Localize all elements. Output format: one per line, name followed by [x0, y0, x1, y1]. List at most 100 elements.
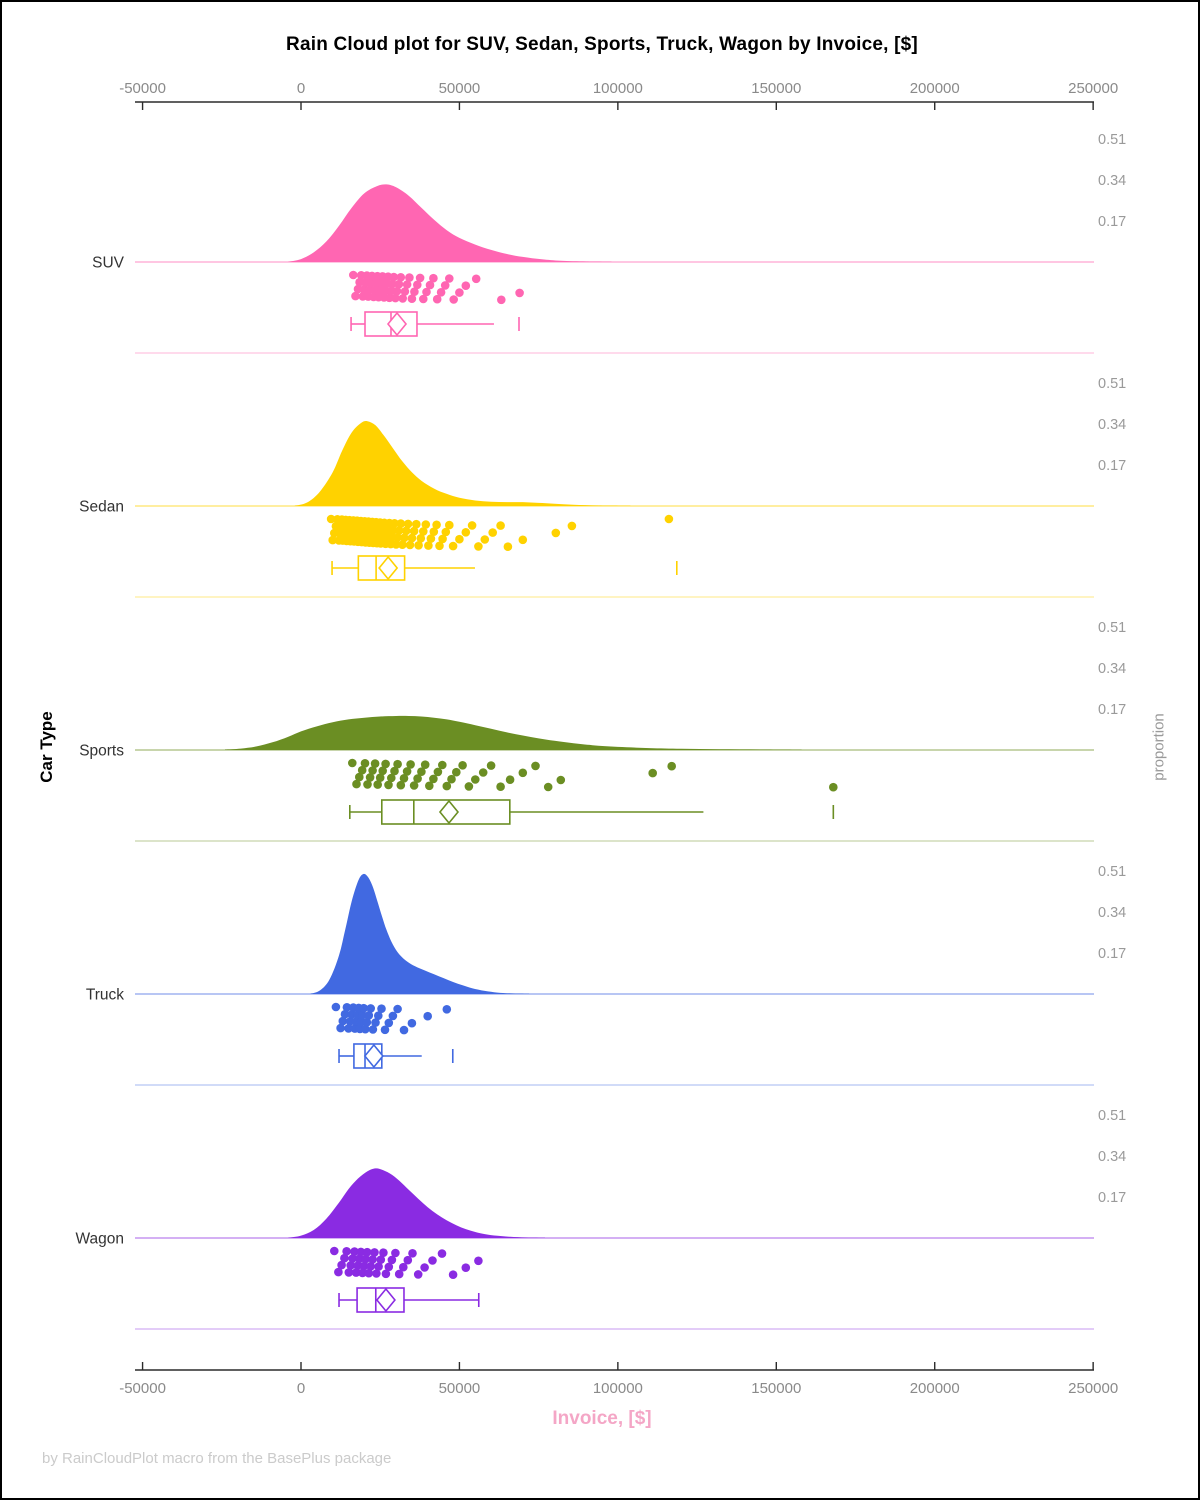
- x-tick-label: 250000: [1068, 1380, 1118, 1397]
- data-point: [394, 1269, 404, 1279]
- data-point: [340, 1253, 349, 1263]
- data-point: [342, 1247, 351, 1256]
- density-curve: [294, 421, 631, 506]
- data-point: [366, 1262, 376, 1271]
- proportion-tick-label: 0.34: [1098, 905, 1126, 921]
- data-point: [348, 1254, 357, 1263]
- data-point: [358, 1010, 367, 1020]
- data-point: [426, 534, 436, 543]
- data-point: [403, 519, 413, 529]
- data-point: [413, 774, 422, 783]
- data-point: [396, 780, 406, 790]
- density-curve: [288, 1168, 545, 1238]
- data-point: [376, 1255, 386, 1264]
- data-point: [442, 1005, 452, 1014]
- data-point: [350, 1247, 359, 1256]
- category-label: Sports: [79, 743, 124, 760]
- data-point: [503, 542, 513, 551]
- data-point: [412, 519, 421, 529]
- data-point: [406, 760, 415, 769]
- data-point: [424, 541, 433, 550]
- data-point: [429, 527, 439, 536]
- data-point: [362, 1247, 372, 1257]
- data-point: [543, 782, 553, 792]
- data-point: [399, 774, 409, 783]
- data-point: [355, 772, 364, 782]
- data-point: [425, 781, 434, 791]
- data-point: [330, 1246, 339, 1256]
- data-point: [422, 287, 431, 297]
- rain-points: [349, 270, 524, 305]
- panel-suv: SUV 0.51 0.34 0.17: [92, 132, 1126, 354]
- data-point: [391, 293, 400, 303]
- data-point: [346, 1261, 356, 1270]
- x-tick-label: 200000: [910, 80, 960, 97]
- data-point: [425, 280, 435, 290]
- y-axis-title: Car Type: [37, 711, 56, 783]
- data-point: [358, 1268, 367, 1278]
- data-point: [455, 288, 464, 297]
- density-curve: [288, 184, 612, 262]
- box-iqr: [356, 1287, 405, 1313]
- data-point: [331, 1002, 341, 1012]
- data-point: [505, 775, 515, 784]
- data-point: [336, 1023, 345, 1033]
- data-point: [384, 780, 393, 790]
- data-point: [359, 1261, 369, 1271]
- data-point: [368, 1025, 378, 1034]
- data-point: [371, 1018, 380, 1027]
- data-point: [518, 768, 528, 778]
- data-point: [452, 767, 461, 777]
- mean-diamond: [375, 1287, 396, 1313]
- data-point: [478, 768, 488, 777]
- data-point: [372, 1269, 381, 1278]
- data-point: [442, 781, 452, 791]
- data-point: [409, 781, 419, 790]
- data-point: [420, 760, 430, 769]
- right-axis-title: proportion: [1150, 713, 1168, 781]
- data-point: [357, 765, 367, 775]
- data-point: [379, 1248, 388, 1257]
- data-point: [445, 274, 454, 283]
- data-point: [447, 774, 456, 784]
- proportion-tick-label: 0.51: [1098, 132, 1126, 148]
- data-point: [464, 782, 474, 791]
- x-tick-label: -50000: [119, 1380, 166, 1397]
- proportion-tick-label: 0.17: [1098, 946, 1126, 962]
- data-point: [391, 540, 401, 549]
- x-tick-label: 50000: [439, 1380, 481, 1397]
- data-point: [518, 535, 528, 545]
- data-point: [415, 273, 425, 283]
- data-point: [351, 1268, 361, 1277]
- data-point: [413, 1270, 423, 1279]
- data-point: [388, 526, 398, 535]
- panel-sedan: Sedan 0.51 0.34 0.17: [79, 376, 1126, 598]
- data-point: [378, 766, 388, 776]
- data-point: [353, 1261, 363, 1270]
- density-curve: [310, 873, 530, 994]
- data-point: [340, 1009, 350, 1019]
- data-point: [398, 540, 407, 549]
- data-point: [461, 281, 471, 291]
- proportion-tick-label: 0.17: [1098, 214, 1126, 230]
- data-point: [342, 1003, 352, 1012]
- data-point: [328, 535, 338, 545]
- data-point: [344, 1268, 354, 1277]
- data-point: [667, 761, 676, 771]
- x-axis-bottom: -50000 0 50000 100000 150000 200000 250000: [119, 1362, 1118, 1397]
- data-point: [531, 761, 540, 771]
- data-point: [410, 287, 419, 297]
- data-point: [359, 1003, 369, 1013]
- box-plot: [331, 555, 678, 581]
- data-point: [393, 759, 402, 769]
- data-point: [488, 528, 498, 537]
- proportion-tick-label: 0.51: [1098, 620, 1126, 636]
- proportion-tick-label: 0.34: [1098, 1149, 1126, 1165]
- data-point: [409, 526, 419, 536]
- proportion-tick-label: 0.34: [1098, 417, 1126, 433]
- mean-diamond: [363, 1043, 384, 1069]
- data-point: [381, 759, 390, 769]
- data-point: [432, 520, 441, 530]
- mean-diamond: [386, 311, 408, 337]
